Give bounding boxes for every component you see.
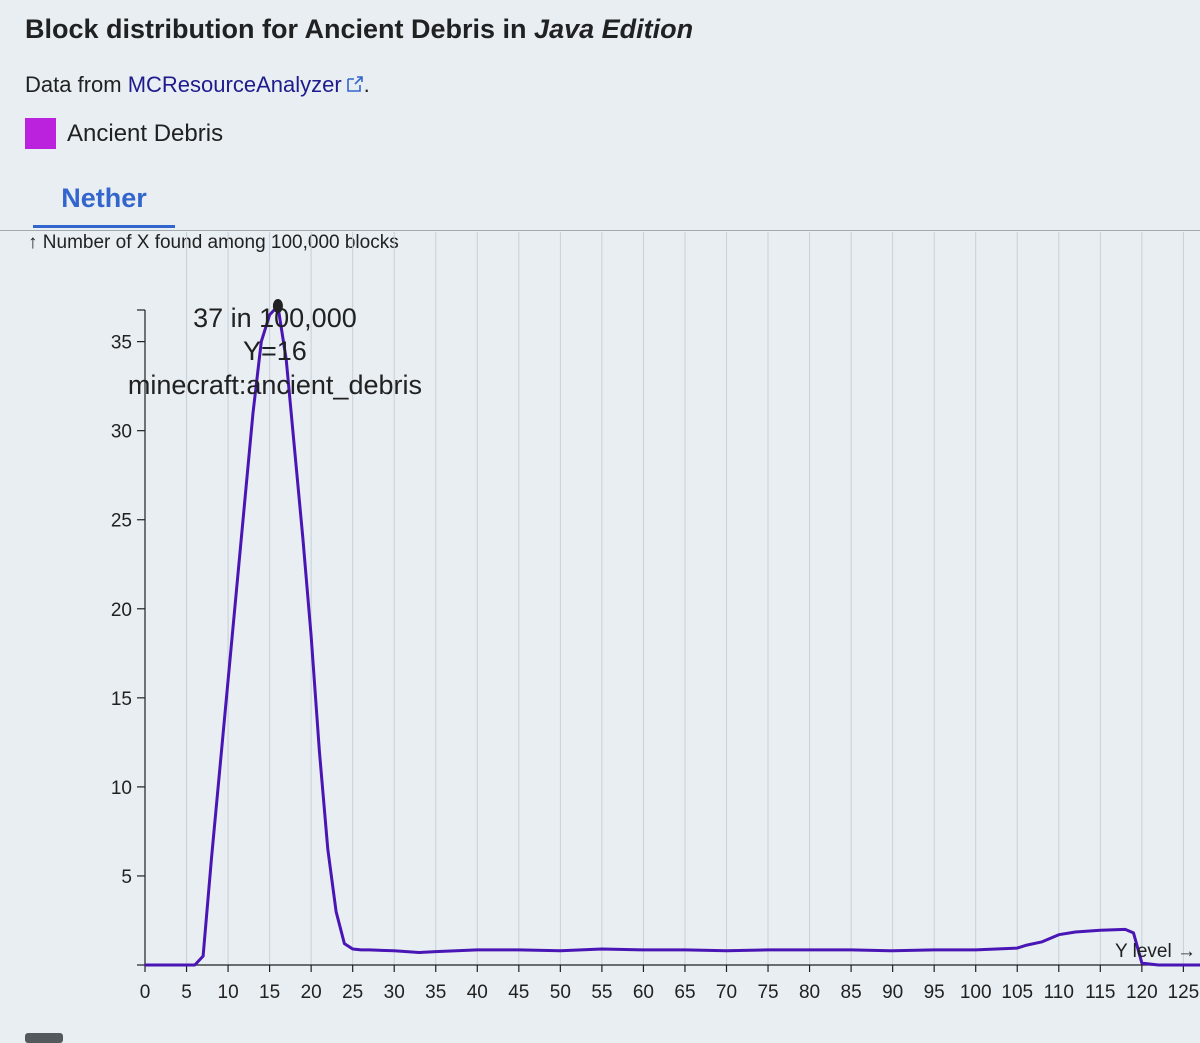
x-tick-label: 125	[1168, 982, 1200, 1003]
tooltip-block-id: minecraft:ancient_debris	[128, 370, 422, 400]
source-suffix: .	[363, 72, 370, 97]
x-axis: 0 5 10 15 20 25 30 35 40 45 50 55 60 65 70 75 80 85 90 95 10…	[140, 964, 1200, 1003]
tab-bar: Nether	[0, 170, 1200, 231]
x-tick-label: 70	[716, 982, 737, 1003]
x-tick-label: 10	[218, 982, 239, 1003]
source-prefix: Data from	[25, 72, 128, 97]
chart-title: Block distribution for Ancient Debris in…	[25, 14, 693, 45]
x-tick-label: 95	[924, 982, 945, 1003]
x-tick-label: 25	[342, 982, 363, 1003]
x-tick-label: 80	[799, 982, 820, 1003]
title-prefix: Block distribution for Ancient Debris in	[25, 14, 535, 44]
y-tick-label: 10	[111, 778, 132, 799]
series-line-ancient-debris	[145, 304, 1200, 967]
tooltip-point	[272, 299, 283, 313]
source-link-label: MCResourceAnalyzer	[127, 72, 342, 97]
legend-label: Ancient Debris	[67, 119, 224, 147]
y-tick-label: 20	[111, 600, 132, 621]
external-link-icon	[346, 76, 363, 92]
x-tick-label: 85	[841, 982, 862, 1003]
legend: Ancient Debris	[25, 118, 223, 149]
y-tick-label: 30	[111, 422, 132, 443]
x-tick-label: 15	[259, 982, 280, 1003]
x-tick-label: 65	[674, 982, 695, 1003]
x-tick-label: 105	[1001, 982, 1033, 1003]
x-tick-label: 35	[425, 982, 446, 1003]
x-tick-label: 40	[467, 982, 488, 1003]
x-tick-label: 45	[508, 982, 529, 1003]
x-tick-label: 5	[181, 982, 192, 1003]
y-tick-label: 35	[111, 333, 132, 354]
x-tick-label: 110	[1044, 982, 1074, 1003]
y-tick-label: 5	[121, 867, 132, 888]
y-tick-label: 15	[111, 689, 132, 710]
next-legend-swatch	[25, 1033, 63, 1043]
x-tick-label: 115	[1085, 982, 1115, 1003]
legend-swatch	[25, 118, 56, 149]
data-source: Data from MCResourceAnalyzer.	[25, 72, 370, 98]
tab-nether[interactable]: Nether	[33, 178, 175, 228]
tooltip: 37 in 100,000 Y=16 minecraft:ancient_deb…	[128, 299, 422, 400]
x-tick-label: 55	[591, 982, 612, 1003]
x-axis-label: Y level →	[1115, 941, 1196, 962]
x-tick-label: 120	[1126, 982, 1158, 1003]
x-tick-label: 75	[757, 982, 778, 1003]
grid-lines	[186, 232, 1184, 965]
x-tick-label: 90	[882, 982, 903, 1003]
title-edition: Java Edition	[534, 14, 694, 44]
y-axis: 5 10 15 20 25 30 35	[111, 309, 146, 966]
x-tick-label: 0	[140, 982, 151, 1003]
source-link[interactable]: MCResourceAnalyzer	[128, 72, 364, 97]
x-tick-label: 30	[384, 982, 405, 1003]
x-tick-label: 20	[301, 982, 322, 1003]
x-tick-label: 100	[960, 982, 992, 1003]
x-tick-label: 60	[633, 982, 654, 1003]
tooltip-y-level: Y=16	[243, 336, 307, 366]
x-tick-label: 50	[550, 982, 571, 1003]
y-tick-label: 25	[111, 511, 132, 532]
y-axis-label: ↑ Number of X found among 100,000 blocks	[28, 232, 399, 253]
